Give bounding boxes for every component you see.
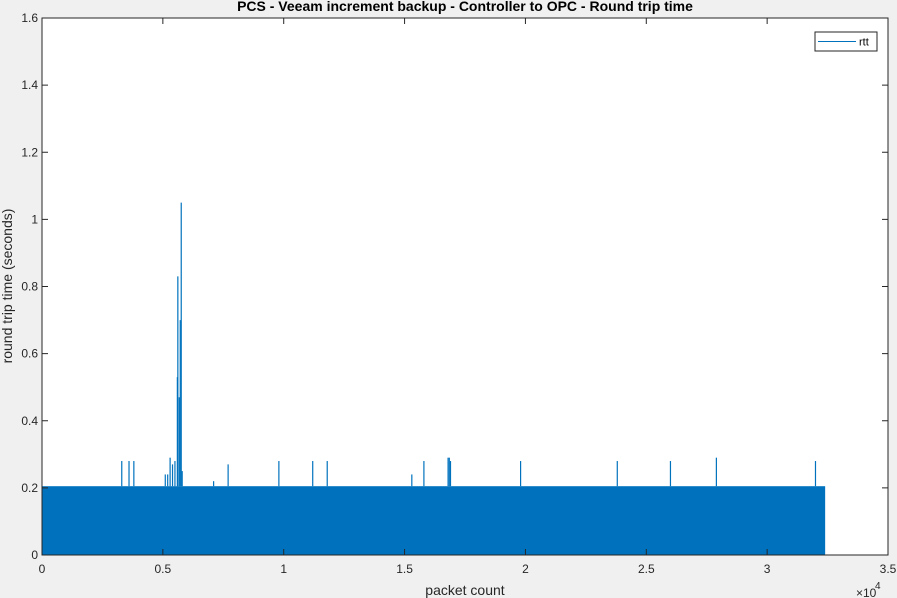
- y-axis-label: round trip time (seconds): [0, 209, 15, 364]
- x-exponent-power: 4: [875, 581, 881, 592]
- y-tick-label: 0.6: [21, 347, 38, 361]
- chart-title: PCS - Veeam increment backup - Controlle…: [237, 0, 693, 14]
- x-tick-label: 2: [522, 562, 529, 576]
- y-tick-label: 0.4: [21, 414, 38, 428]
- y-tick-label: 0.8: [21, 280, 38, 294]
- y-tick-label: 1.6: [21, 11, 38, 25]
- x-tick-label: 0.5: [155, 562, 172, 576]
- x-tick-label: 2.5: [638, 562, 655, 576]
- x-tick-label: 1: [280, 562, 287, 576]
- x-axis-label: packet count: [425, 582, 504, 598]
- legend-label-rtt: rtt: [859, 37, 869, 49]
- x-tick-label: 1.5: [396, 562, 413, 576]
- y-tick-label: 1.2: [21, 145, 38, 159]
- x-axis-exponent: ×10 4: [856, 581, 881, 598]
- x-tick-label: 3.5: [880, 562, 897, 576]
- y-tick-label: 1: [31, 212, 38, 226]
- legend: rtt: [814, 31, 878, 52]
- series-layer: [42, 202, 826, 555]
- series-rtt-band: [42, 486, 826, 555]
- x-tick-label: 0: [39, 562, 46, 576]
- tick-layer: 0 0.5 1 1.5 2 2.5 3 3.5 0 0.2 0.4 0.6 0.8 1 1.2 1.4 1.6: [21, 11, 896, 576]
- y-tick-label: 0.2: [21, 481, 38, 495]
- y-tick-label: 0: [31, 548, 38, 562]
- x-tick-label: 3: [764, 562, 771, 576]
- x-exponent-base: ×10: [856, 586, 877, 598]
- plot-area: [42, 18, 888, 555]
- y-tick-label: 1.4: [21, 78, 38, 92]
